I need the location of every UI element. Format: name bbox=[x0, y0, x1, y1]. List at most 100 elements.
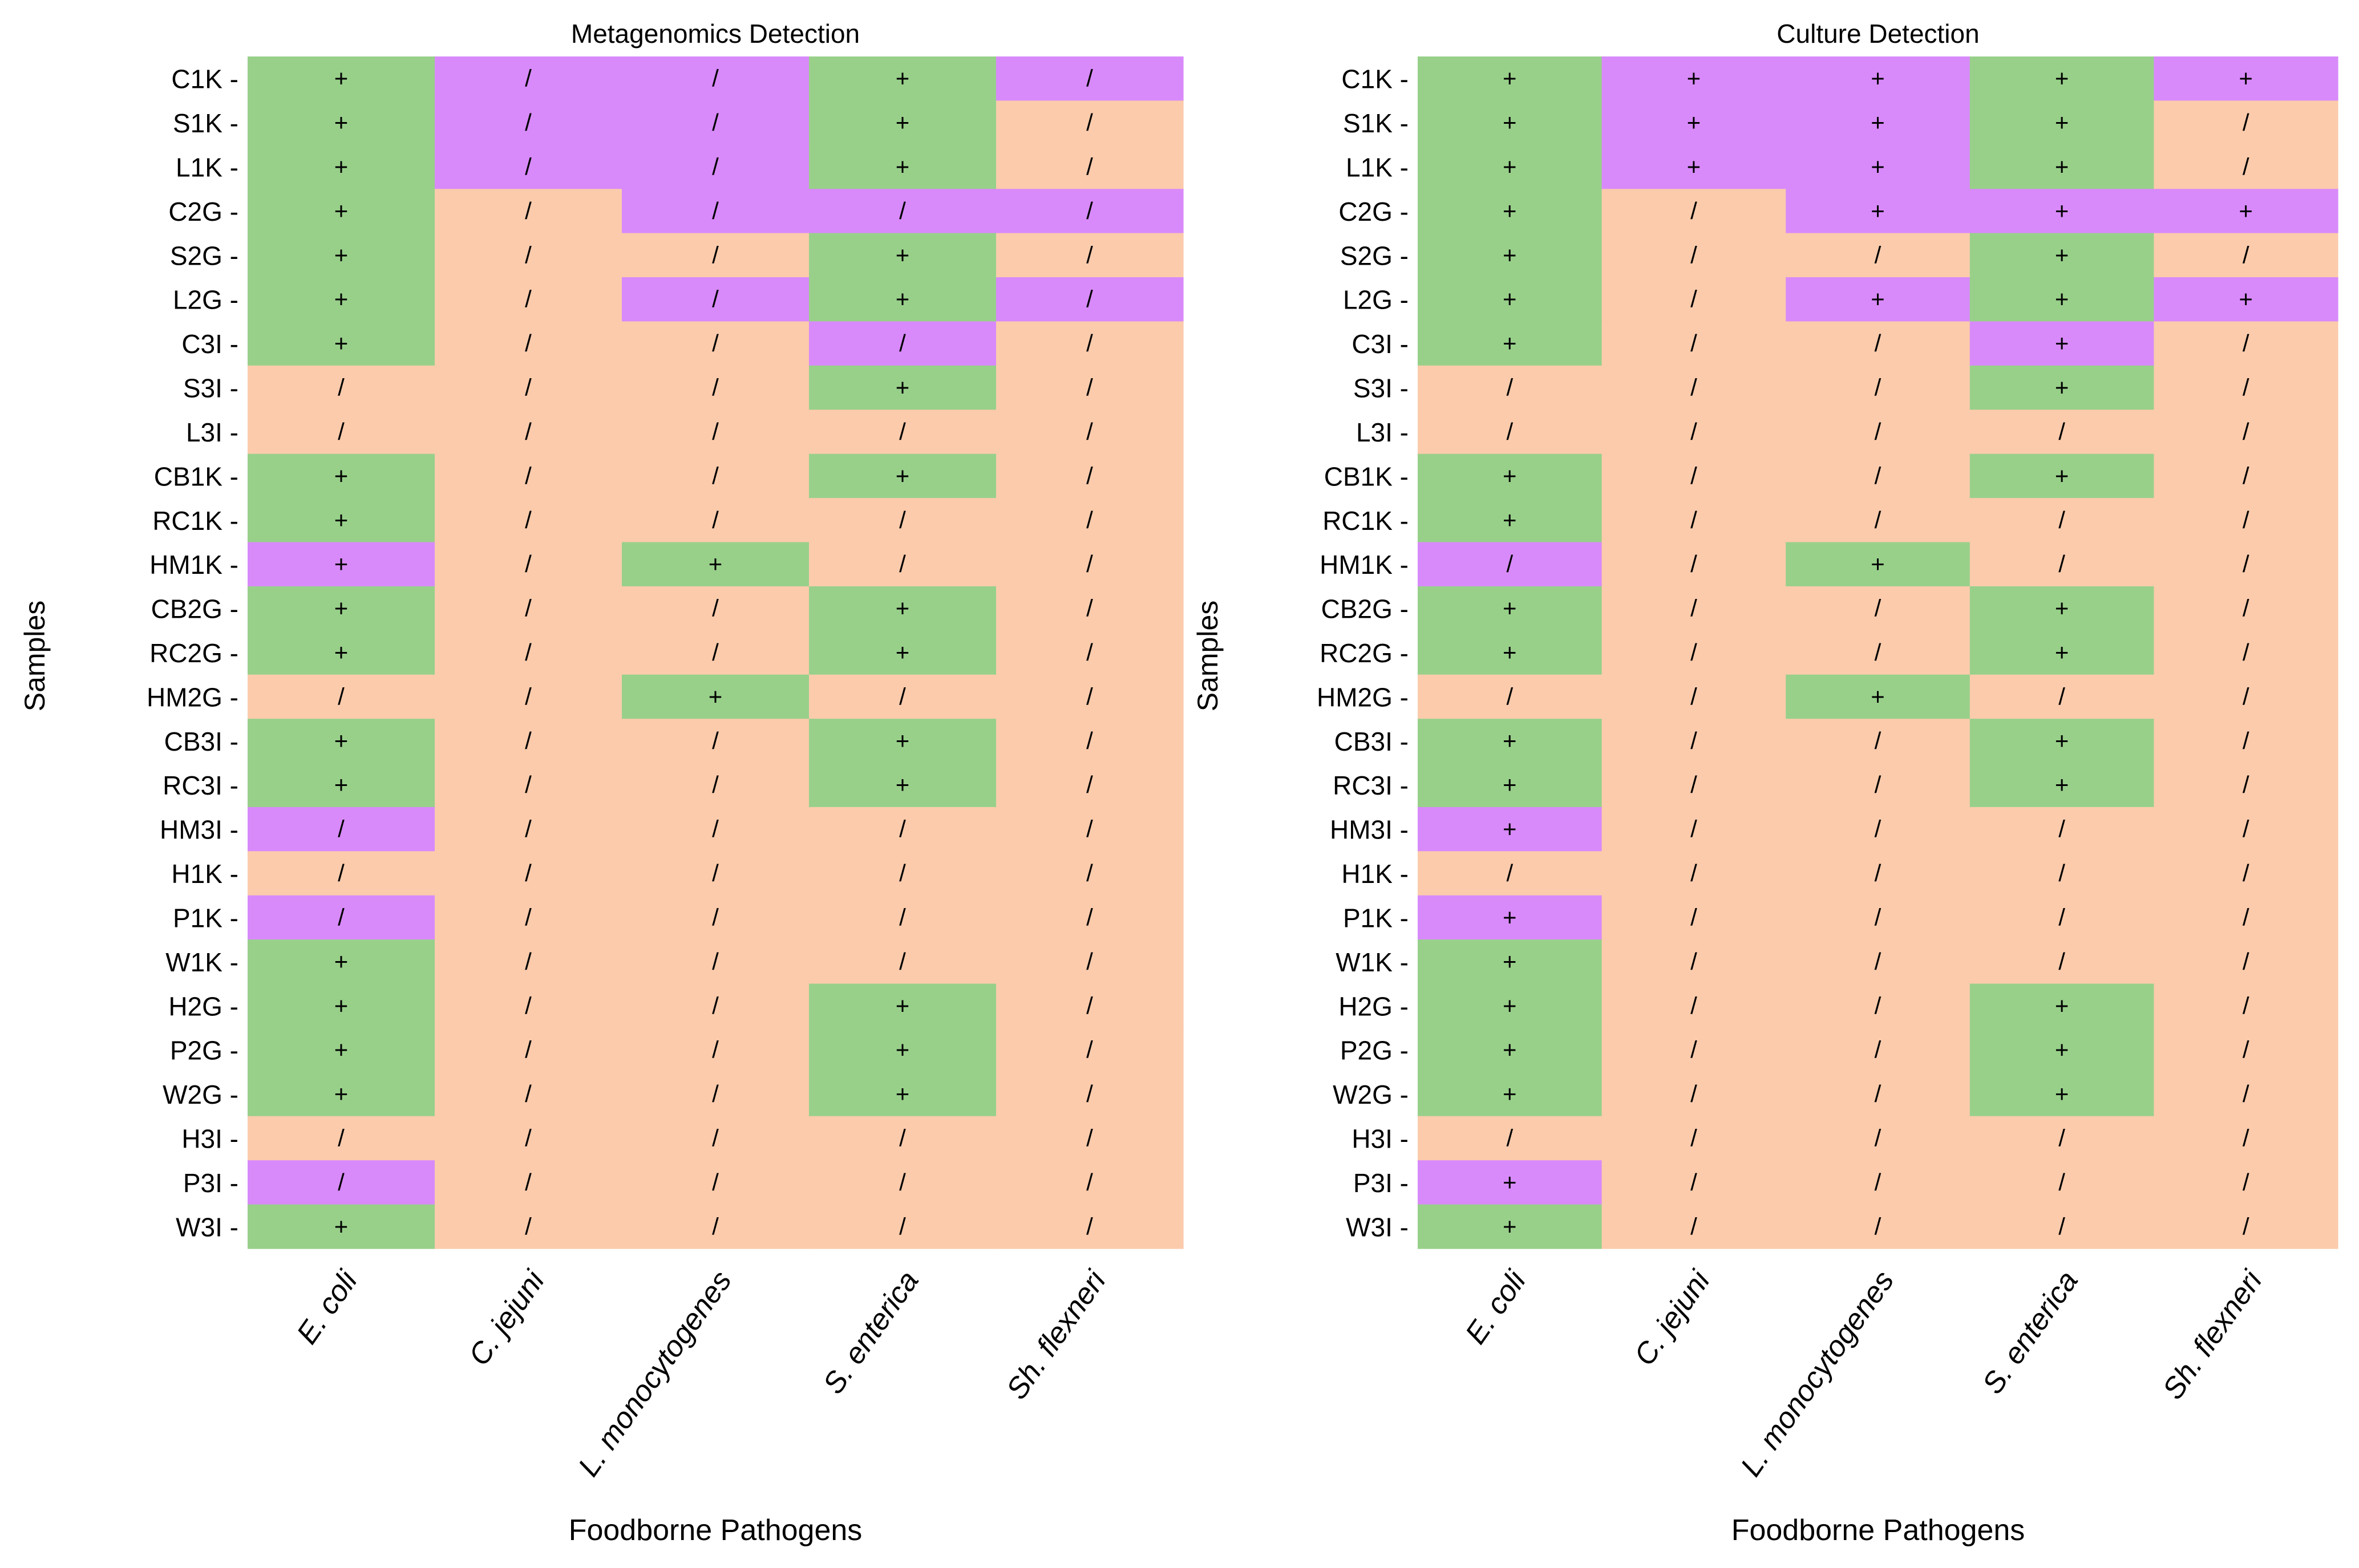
cell-symbol: + bbox=[1503, 948, 1517, 975]
heatmap-cell bbox=[1786, 56, 1970, 102]
heatmap-cell bbox=[622, 586, 810, 631]
heatmap-cell bbox=[248, 56, 435, 102]
heatmap-cell bbox=[1601, 983, 1786, 1028]
cell-symbol: / bbox=[1875, 507, 1881, 533]
cell-symbol: / bbox=[1690, 992, 1697, 1019]
heatmap-cell bbox=[2154, 1160, 2338, 1205]
heatmap-cell bbox=[1786, 1027, 1970, 1072]
heatmap-cell bbox=[2154, 100, 2338, 145]
y-tick-label: P1K - bbox=[1343, 903, 1409, 933]
heatmap-cell bbox=[1418, 144, 1603, 189]
cell-symbol: + bbox=[896, 109, 910, 136]
cell-symbol: / bbox=[1086, 109, 1093, 136]
cell-symbol: + bbox=[1503, 639, 1517, 666]
heatmap-cell bbox=[996, 763, 1184, 808]
cell-symbol: / bbox=[2058, 1169, 2065, 1196]
heatmap-cell bbox=[1601, 321, 1786, 366]
heatmap-cell bbox=[2154, 719, 2338, 764]
cell-symbol: / bbox=[1086, 992, 1093, 1019]
cell-symbol: + bbox=[1503, 241, 1517, 268]
heatmap-cell bbox=[435, 1160, 622, 1205]
cell-symbol: / bbox=[899, 816, 906, 842]
heatmap-cell bbox=[809, 1072, 997, 1117]
cell-symbol: / bbox=[2243, 418, 2249, 445]
heatmap-cell bbox=[1418, 1204, 1603, 1249]
heatmap-cell bbox=[622, 1072, 810, 1117]
y-tick-label: HM1K - bbox=[149, 550, 238, 580]
heatmap-cell bbox=[1601, 1160, 1786, 1205]
panel-culture: Culture Detection Samples Foodborne Path… bbox=[1192, 19, 2338, 1547]
y-tick-label: H1K - bbox=[171, 859, 238, 889]
heatmap-cell bbox=[1418, 1072, 1603, 1117]
cell-symbol: / bbox=[2243, 1124, 2249, 1151]
heatmap-cell bbox=[809, 144, 997, 189]
cell-symbol: + bbox=[2055, 1080, 2069, 1107]
heatmap-cell bbox=[1418, 410, 1603, 455]
heatmap-cell bbox=[1969, 498, 2154, 543]
cell-symbol: / bbox=[1086, 816, 1093, 842]
heatmap-cell bbox=[622, 895, 810, 940]
heatmap-cell bbox=[622, 1204, 810, 1249]
cell-symbol: / bbox=[1506, 550, 1513, 577]
cell-symbol: / bbox=[1690, 1036, 1697, 1063]
cell-symbol: / bbox=[2243, 683, 2249, 710]
heatmap-cell bbox=[1418, 763, 1603, 808]
heatmap-cell bbox=[1786, 763, 1970, 808]
cell-symbol: + bbox=[1871, 109, 1885, 136]
heatmap-cell bbox=[1601, 1116, 1786, 1161]
heatmap-cell bbox=[809, 453, 997, 499]
cell-symbol: + bbox=[334, 1213, 349, 1239]
heatmap-cell bbox=[1786, 453, 1970, 499]
cell-symbol: / bbox=[712, 639, 719, 666]
cell-symbol: / bbox=[1875, 948, 1881, 975]
heatmap-cell bbox=[809, 895, 997, 940]
heatmap-cell bbox=[248, 763, 435, 808]
heatmap-cell bbox=[1969, 144, 2154, 189]
cell-symbol: + bbox=[334, 153, 349, 180]
heatmap-cell bbox=[435, 1072, 622, 1117]
heatmap-cell bbox=[1969, 807, 2154, 852]
heatmap-cell bbox=[809, 233, 997, 278]
cell-symbol: / bbox=[1086, 1080, 1093, 1107]
heatmap-cell bbox=[996, 807, 1184, 852]
heatmap-cell bbox=[809, 277, 997, 322]
cell-symbol: / bbox=[899, 1169, 906, 1196]
cell-symbol: + bbox=[896, 595, 910, 622]
heatmap-cell bbox=[622, 807, 810, 852]
cell-symbol: / bbox=[1875, 462, 1881, 489]
heatmap-cell bbox=[996, 983, 1184, 1028]
y-tick-label: C2G - bbox=[1338, 197, 1409, 226]
heatmap-cell bbox=[622, 674, 810, 719]
y-tick-label: W1K - bbox=[165, 947, 238, 977]
heatmap-cell bbox=[1418, 586, 1603, 631]
cell-symbol: / bbox=[1875, 1036, 1881, 1063]
heatmap-cell bbox=[248, 365, 435, 410]
heatmap-cell bbox=[1601, 1027, 1786, 1072]
panel-title: Metagenomics Detection bbox=[571, 19, 860, 48]
heatmap-cell bbox=[1786, 719, 1970, 764]
cell-symbol: + bbox=[1687, 109, 1701, 136]
x-tick-label: C. jejuni bbox=[1628, 1264, 1717, 1371]
heatmap-cell bbox=[996, 321, 1184, 366]
heatmap-cell bbox=[809, 630, 997, 675]
cell-symbol: / bbox=[1086, 153, 1093, 180]
cell-symbol: + bbox=[896, 153, 910, 180]
cell-symbol: + bbox=[1503, 1169, 1517, 1196]
cell-symbol: / bbox=[2243, 948, 2249, 975]
cell-symbol: / bbox=[1875, 418, 1881, 445]
cell-symbol: / bbox=[525, 507, 532, 533]
cell-symbol: / bbox=[712, 727, 719, 754]
heatmap-cell bbox=[1969, 56, 2154, 102]
cell-symbol: / bbox=[1690, 860, 1697, 886]
cell-symbol: / bbox=[1875, 816, 1881, 842]
cell-symbol: + bbox=[334, 1036, 349, 1063]
x-tick-label: E. coli bbox=[1459, 1264, 1533, 1350]
heatmap-cell bbox=[435, 719, 622, 764]
cell-symbol: / bbox=[2243, 639, 2249, 666]
heatmap-cell bbox=[1601, 365, 1786, 410]
y-tick-label: C1K - bbox=[1341, 64, 1409, 94]
cell-symbol: / bbox=[2243, 816, 2249, 842]
cell-symbol: / bbox=[1506, 1124, 1513, 1151]
cell-symbol: + bbox=[2055, 639, 2069, 666]
